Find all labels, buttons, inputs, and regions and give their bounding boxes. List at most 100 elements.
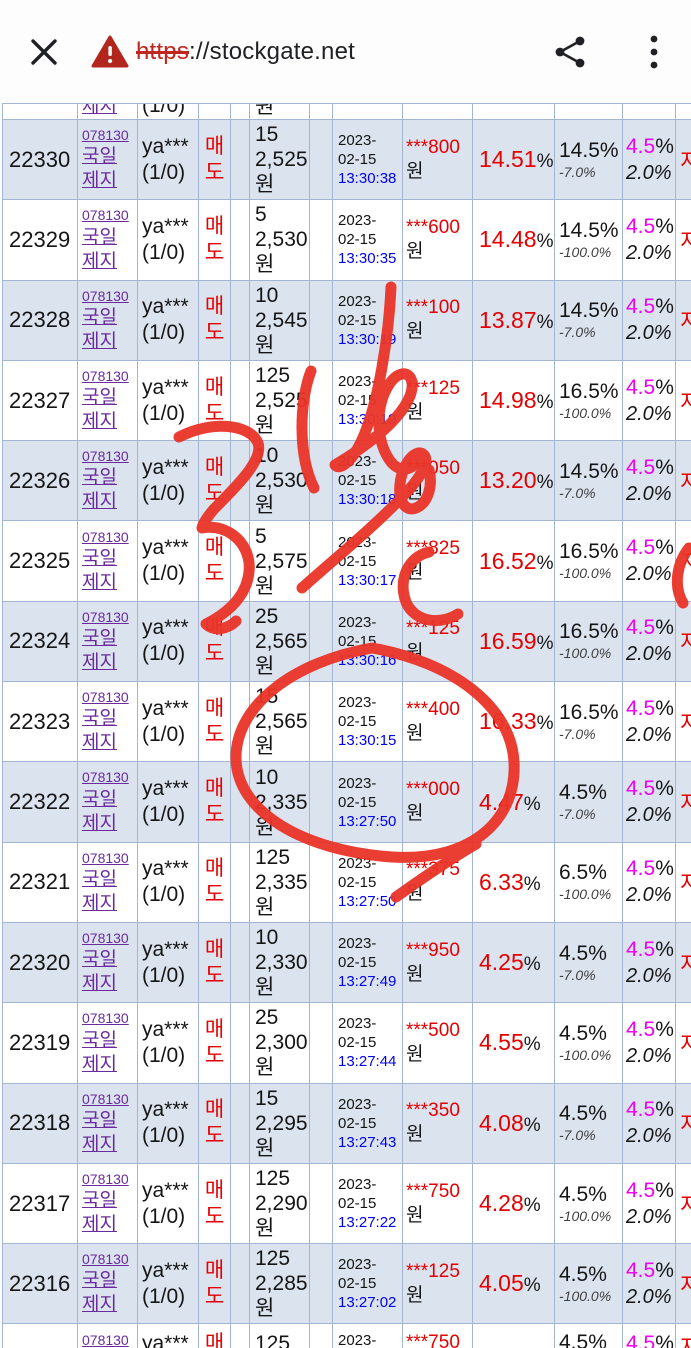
trade-date: 2023- bbox=[338, 1176, 377, 1193]
stock-code: 078130 bbox=[82, 1251, 129, 1268]
trade-price: 2,530 bbox=[255, 469, 308, 493]
stock-name: 제지 bbox=[82, 732, 117, 754]
stock-link[interactable]: 078130 국일 제지 bbox=[82, 287, 137, 354]
stock-link[interactable]: 078130 국일 제지 bbox=[82, 608, 137, 675]
stock-code: 078130 bbox=[82, 769, 129, 786]
datetime-cell: 2023- 02-15 13:27:50 bbox=[332, 761, 403, 843]
trade-time: 13:27:43 bbox=[338, 1133, 397, 1151]
qty-price-cell: 10 2,530 원 bbox=[249, 440, 310, 522]
trade-price: 2,330 bbox=[255, 951, 308, 975]
stock-link[interactable]: 078130 국일 제지 bbox=[82, 1090, 137, 1157]
user-id: ya*** (1/0) bbox=[137, 359, 199, 442]
close-icon[interactable] bbox=[22, 0, 66, 103]
pct-secondary: 4.5% bbox=[559, 941, 607, 965]
row-number: 22317 bbox=[2, 1162, 78, 1245]
stock-name: 제지 bbox=[82, 1294, 117, 1316]
spacer-cell bbox=[230, 841, 250, 923]
datetime-cell: 2023- 02-15 13:27:22 bbox=[332, 1162, 403, 1245]
trade-amount: ***100 bbox=[406, 297, 460, 319]
trade-side-sell: 매 도 bbox=[198, 600, 231, 683]
spacer-cell bbox=[230, 761, 250, 843]
trade-amount: ***375 bbox=[406, 859, 460, 881]
browser-warning-bar: https://stockgate.net bbox=[0, 0, 691, 103]
user-id: ya*** (1/0) bbox=[137, 279, 199, 361]
stock-code: 078130 bbox=[82, 1090, 129, 1107]
overflow-menu-icon[interactable] bbox=[634, 0, 674, 103]
stock-name: 제지 bbox=[82, 892, 117, 914]
currency-unit: 원 bbox=[406, 642, 424, 664]
pct-tertiary: 4.5 bbox=[626, 937, 656, 961]
pct-tertiary-sub: 2.0% bbox=[626, 723, 672, 746]
stock-link[interactable]: 078130 국일 제지 bbox=[82, 1250, 137, 1317]
stock-link[interactable]: 제지 bbox=[82, 105, 137, 119]
stock-link[interactable]: 078130 국일 제지 bbox=[82, 447, 137, 514]
spacer-cell bbox=[230, 279, 250, 361]
user-id: ya*** bbox=[142, 1332, 189, 1348]
trade-time: 13:30:35 bbox=[338, 250, 397, 268]
pct-secondary-sub: -100.0% bbox=[559, 1207, 612, 1224]
currency-unit: 원 bbox=[255, 1056, 275, 1080]
stock-link[interactable]: 078130 국일 제지 bbox=[82, 1009, 137, 1076]
trade-price: 2,565 bbox=[255, 629, 308, 653]
table-row: 22322 078130 국일 제지 ya*** (1/0) 매 도 10 2,… bbox=[2, 761, 691, 843]
amount-cell: ***100 원 bbox=[402, 279, 473, 361]
datetime-cell: 2023- 02-15 13:27:43 bbox=[332, 1082, 403, 1164]
pct-tertiary-cell: 4.5% 2.0% bbox=[622, 1243, 676, 1325]
trade-price: 2,525 bbox=[255, 389, 308, 413]
amount-cell: ***125 원 bbox=[402, 359, 473, 442]
stock-name: 국일 bbox=[82, 306, 117, 328]
stock-link[interactable]: 078130 국일 제지 bbox=[82, 768, 137, 835]
trade-amount: ***350 bbox=[406, 1100, 460, 1122]
trade-time: 13:30:19 bbox=[338, 411, 397, 429]
trade-date: 2023- bbox=[338, 935, 377, 953]
pct-tertiary: 4.5 bbox=[626, 134, 656, 158]
pct-secondary-sub: -100.0% bbox=[559, 565, 612, 582]
stock-link[interactable]: 078130 국일 제지 bbox=[82, 126, 137, 193]
stock-link[interactable]: 078130 bbox=[82, 1331, 137, 1348]
stock-link[interactable]: 078130 국일 제지 bbox=[82, 849, 137, 916]
trade-amount: ***950 bbox=[406, 939, 460, 961]
trade-date: 02-15 bbox=[338, 1114, 377, 1132]
pct-tertiary-cell: 4.5% 2.0% bbox=[622, 761, 676, 843]
stock-link[interactable]: 078130 국일 제지 bbox=[82, 367, 137, 434]
row-number: 22327 bbox=[2, 359, 78, 442]
trade-date: 2023- bbox=[338, 533, 377, 551]
pct-primary: 4.28 bbox=[479, 1190, 524, 1216]
datetime-cell: 2023- 02-15 13:27:49 bbox=[332, 921, 403, 1004]
pct-primary-cell: 6.33% bbox=[472, 841, 555, 923]
datetime-cell: 2023- 02-15 13:30:15 bbox=[332, 681, 403, 763]
pct-secondary: 14.5% bbox=[559, 138, 619, 162]
currency-unit: 원 bbox=[406, 722, 424, 744]
pct-primary: 13.87 bbox=[479, 306, 537, 333]
pct-secondary-cell: 4.5% -100.0% bbox=[554, 1162, 623, 1245]
currency-unit: 원 bbox=[406, 803, 424, 825]
trade-date: 2023- bbox=[338, 292, 377, 310]
pct-secondary-cell: 14.5% -100.0% bbox=[554, 199, 623, 281]
share-icon[interactable] bbox=[546, 0, 594, 103]
trade-date: 2023- bbox=[338, 373, 377, 391]
qty-price-cell: 10 2,545 원 bbox=[249, 279, 310, 361]
amount-cell: ***400 원 bbox=[402, 681, 473, 763]
pct-secondary-sub: -100.0% bbox=[559, 243, 612, 260]
stock-name: 제지 bbox=[82, 411, 117, 433]
trade-qty: 25 bbox=[255, 604, 279, 628]
spacer-cell bbox=[230, 359, 250, 442]
stock-link[interactable]: 078130 국일 제지 bbox=[82, 206, 137, 273]
stock-link[interactable]: 078130 국일 제지 bbox=[82, 1170, 137, 1237]
pct-tertiary-cell: 4.5% 2.0% bbox=[622, 1002, 676, 1084]
stock-link[interactable]: 078130 국일 제지 bbox=[82, 688, 137, 755]
stock-name: 국일 bbox=[82, 467, 117, 489]
stock-link[interactable]: 078130 국일 제지 bbox=[82, 929, 137, 996]
pct-tertiary-cell: 4.5% 2.0% bbox=[622, 279, 676, 361]
pct-tertiary-sub: 2.0% bbox=[626, 643, 672, 666]
qty-price-cell: 15 2,565 원 bbox=[249, 681, 310, 763]
trade-history-table: 제지 (1/0) 원 22330 bbox=[2, 103, 691, 1348]
stock-link[interactable]: 078130 국일 제지 bbox=[82, 528, 137, 595]
last-col-label: 지 bbox=[675, 279, 691, 361]
amount-cell: ***500 원 bbox=[402, 1002, 473, 1084]
pct-secondary-cell: 6.5% -100.0% bbox=[554, 841, 623, 923]
last-col-label: 지 bbox=[675, 1162, 691, 1245]
pct-tertiary-cell: 4.5% 2.0% bbox=[622, 118, 676, 201]
pct-primary: 4.05 bbox=[479, 1270, 524, 1297]
pct-primary-cell: 16.59% bbox=[472, 600, 555, 683]
